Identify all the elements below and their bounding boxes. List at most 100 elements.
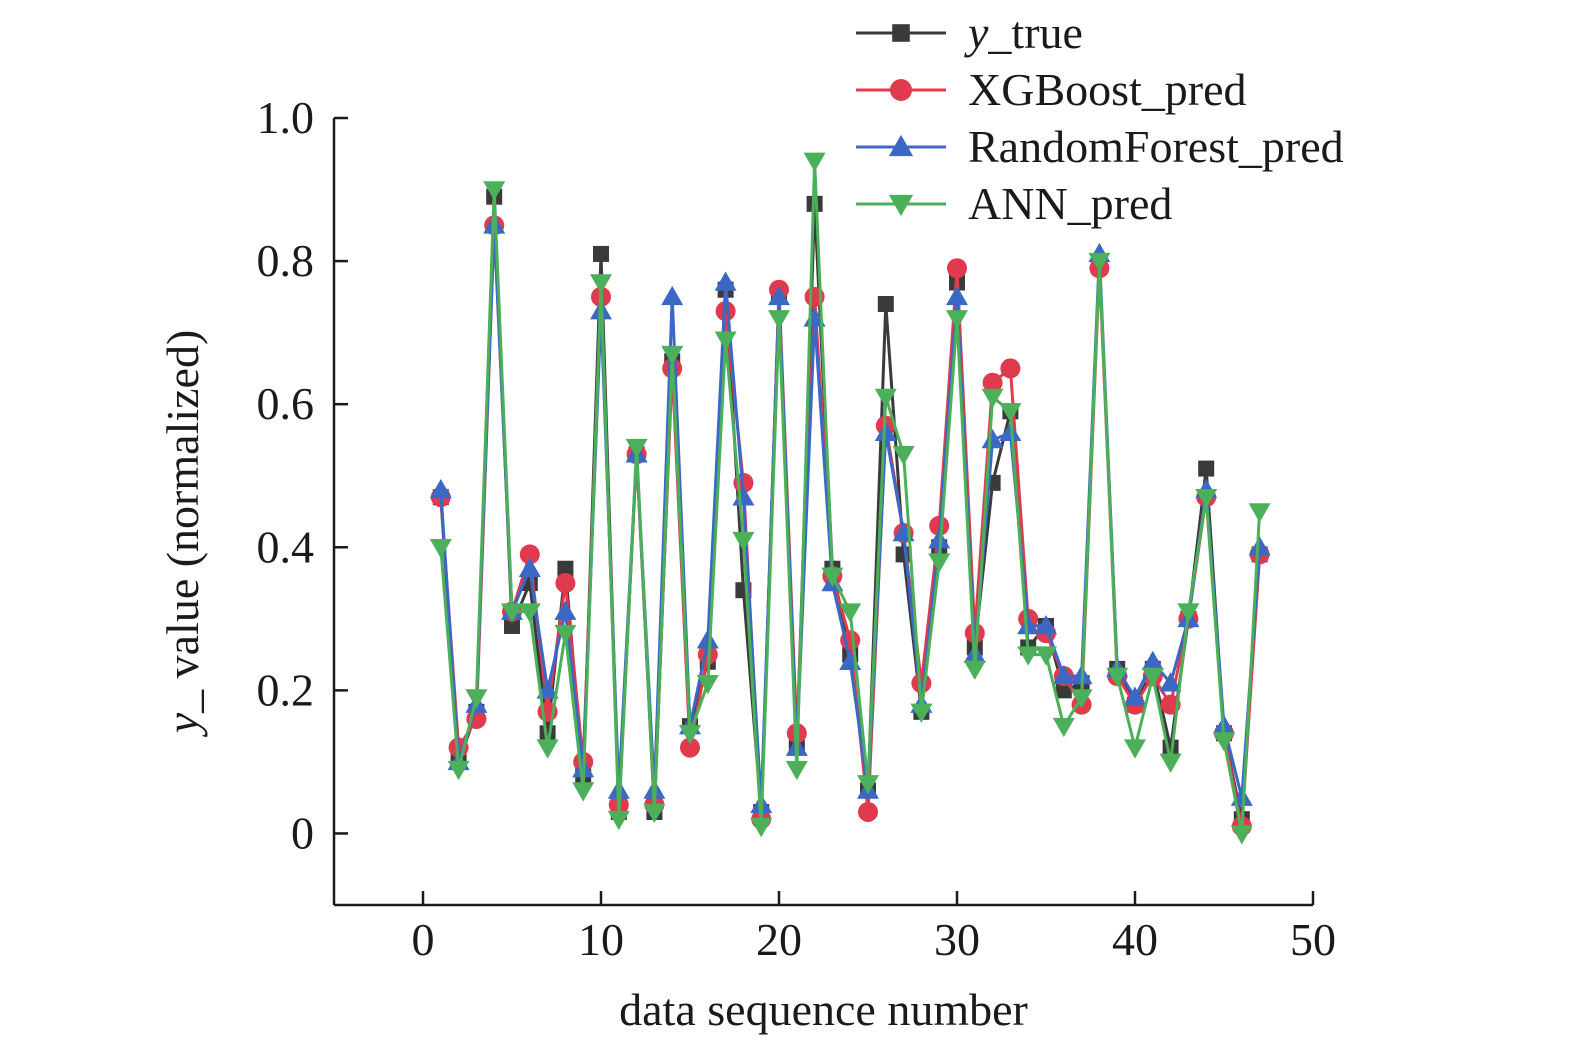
data-point — [768, 285, 790, 306]
data-point — [910, 703, 933, 723]
data-point — [1052, 717, 1075, 738]
data-point — [1055, 682, 1072, 699]
legend-marker — [890, 79, 912, 101]
data-point — [982, 372, 1003, 393]
x-tick-label: 50 — [1290, 914, 1336, 965]
y-axis-title: y_ value (normalized) — [157, 330, 208, 738]
data-point — [857, 775, 879, 795]
data-point — [803, 152, 826, 172]
data-point — [1248, 536, 1271, 556]
data-point — [768, 310, 790, 330]
data-point — [874, 388, 897, 409]
data-point — [661, 285, 684, 306]
data-point — [1159, 753, 1182, 773]
data-point — [1070, 689, 1093, 709]
y-ticks: 0 0.2 0.4 0.6 0.8 1.0 — [257, 92, 348, 858]
data-point — [858, 801, 878, 822]
data-point — [1177, 603, 1200, 623]
data-point — [928, 553, 951, 573]
data-point — [821, 567, 844, 587]
data-point — [928, 529, 951, 549]
data-point — [839, 603, 862, 623]
data-point — [1141, 650, 1164, 670]
data-point — [732, 531, 755, 552]
data-point — [750, 818, 773, 838]
data-point — [1230, 825, 1253, 845]
legend-marker — [888, 134, 914, 157]
series-line — [439, 223, 1262, 807]
data-point — [1052, 665, 1075, 685]
data-point — [1035, 614, 1057, 635]
y-tick-label: 0.4 — [257, 521, 315, 572]
data-point — [518, 557, 541, 577]
data-point — [643, 803, 666, 823]
data-point — [874, 421, 897, 442]
y-tick-label: 0 — [291, 807, 314, 858]
data-point — [554, 600, 577, 620]
data-point — [696, 674, 719, 695]
data-point — [429, 479, 452, 499]
legend-label: y_true — [964, 7, 1083, 58]
series-line — [439, 159, 1262, 835]
y-tick-label: 0.2 — [257, 664, 315, 715]
y-axis-title-text: y_ value (normalized) — [157, 330, 208, 738]
data-point — [714, 271, 737, 291]
data-point — [519, 544, 540, 565]
data-point — [555, 573, 576, 594]
x-ticks: 0 10 20 30 40 50 — [412, 891, 1336, 965]
data-point — [536, 739, 559, 759]
x-tick-label: 20 — [756, 914, 802, 965]
data-point — [999, 403, 1022, 423]
axes — [332, 118, 1313, 907]
data-point — [447, 760, 470, 781]
legend-label: ANN_pred — [968, 178, 1172, 229]
legend-label: RandomForest_pred — [968, 121, 1344, 172]
data-point — [536, 679, 559, 699]
x-tick-label: 40 — [1112, 914, 1158, 965]
data-point — [590, 274, 612, 294]
legend-item: RandomForest_pred — [856, 121, 1344, 172]
legend-item: XGBoost_pred — [856, 64, 1247, 115]
data-point — [625, 438, 648, 459]
data-point — [946, 310, 968, 330]
data-point — [732, 486, 755, 506]
plot-series — [429, 152, 1271, 845]
data-point — [946, 285, 968, 306]
data-point — [1248, 503, 1271, 523]
data-point — [661, 345, 684, 366]
data-point — [679, 725, 701, 745]
legend-item: ANN_pred — [856, 178, 1172, 229]
data-point — [501, 603, 523, 623]
data-point — [572, 782, 595, 802]
series-0 — [432, 188, 1268, 828]
data-point — [1195, 488, 1218, 509]
data-point — [607, 810, 630, 831]
data-point — [518, 603, 541, 623]
data-point — [892, 446, 915, 466]
data-point — [1106, 667, 1129, 688]
legend: y_true XGBoost_pred RandomForest_pred ANN_p… — [856, 7, 1344, 229]
y-tick-label: 1.0 — [257, 92, 315, 143]
data-point — [696, 629, 719, 649]
data-point — [1017, 646, 1040, 666]
legend-item: y_true — [856, 7, 1083, 58]
x-tick-label: 0 — [412, 914, 435, 965]
data-point — [1000, 358, 1021, 379]
data-point — [981, 428, 1004, 449]
data-point — [785, 760, 808, 781]
series-3 — [429, 152, 1271, 845]
data-point — [465, 689, 488, 709]
data-point — [557, 560, 574, 577]
legend-marker — [888, 194, 914, 217]
data-point — [680, 737, 700, 758]
data-point — [593, 245, 609, 262]
data-point — [504, 617, 520, 634]
data-point — [1088, 252, 1111, 273]
series-2 — [429, 214, 1271, 814]
y-tick-label: 0.6 — [257, 378, 315, 429]
data-point — [963, 660, 986, 680]
legend-marker — [892, 24, 910, 42]
data-point — [1198, 460, 1215, 477]
data-point — [1213, 732, 1235, 752]
